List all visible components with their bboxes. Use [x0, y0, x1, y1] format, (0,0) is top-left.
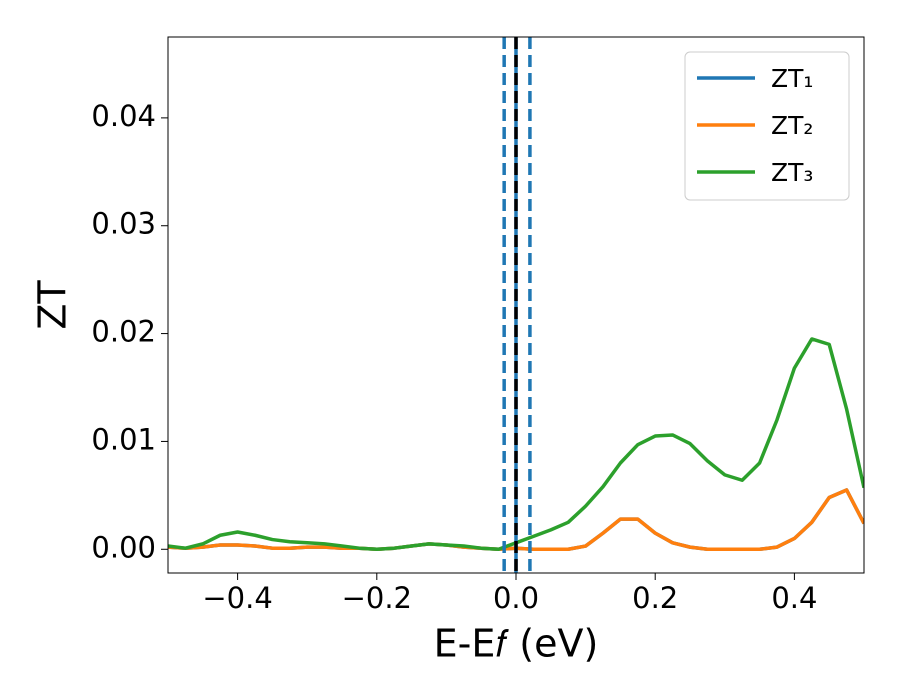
y-tick-label: 0.01	[91, 422, 156, 456]
x-tick-label: −0.2	[342, 581, 412, 615]
legend-label: ZT₂	[771, 111, 813, 140]
y-axis-label: ZT	[31, 280, 75, 330]
legend-box	[684, 51, 850, 201]
x-tick-label: −0.4	[202, 581, 272, 615]
x-tick-label: 0.0	[493, 581, 539, 615]
legend-label: ZT₁	[771, 64, 813, 93]
plot-frame	[167, 36, 865, 574]
x-tick-label: 0.2	[632, 581, 678, 615]
legend-label: ZT₃	[771, 158, 813, 187]
y-tick-label: 0.00	[91, 530, 156, 564]
x-axis-label: E-E𝑓 (eV)	[434, 622, 599, 666]
y-tick-label: 0.04	[91, 99, 156, 133]
y-tick-label: 0.02	[91, 315, 156, 349]
x-tick-label: 0.4	[771, 581, 817, 615]
y-tick-label: 0.03	[91, 207, 156, 241]
